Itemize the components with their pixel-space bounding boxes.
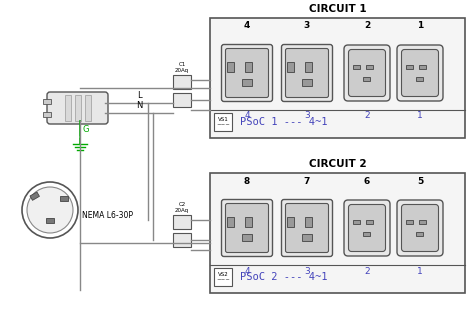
Text: PSoC 2 --- 4~1: PSoC 2 --- 4~1	[240, 272, 328, 282]
Text: 1: 1	[417, 266, 423, 276]
Text: 2: 2	[364, 112, 370, 121]
Bar	[246, 217, 253, 227]
Text: VS2
~~~: VS2 ~~~	[216, 272, 230, 283]
Text: 1: 1	[417, 21, 423, 31]
Text: CIRCUIT 1: CIRCUIT 1	[309, 4, 366, 14]
Bar	[30, 192, 39, 200]
Bar	[242, 233, 252, 240]
Bar	[75, 95, 81, 121]
Bar	[65, 95, 71, 121]
Text: PSoC 1 --- 4~1: PSoC 1 --- 4~1	[240, 117, 328, 127]
Text: 4: 4	[244, 266, 250, 276]
Text: N: N	[136, 101, 142, 110]
FancyBboxPatch shape	[397, 45, 443, 101]
FancyBboxPatch shape	[285, 49, 328, 98]
Bar	[210, 18, 465, 138]
Text: 3: 3	[304, 112, 310, 121]
Bar	[242, 78, 252, 85]
Text: L: L	[137, 91, 141, 100]
FancyBboxPatch shape	[221, 199, 273, 256]
Bar	[419, 65, 427, 69]
Bar	[214, 113, 232, 131]
FancyBboxPatch shape	[285, 203, 328, 253]
Text: 2: 2	[364, 266, 370, 276]
Bar	[228, 62, 235, 72]
Bar	[366, 220, 374, 224]
FancyBboxPatch shape	[47, 92, 108, 124]
Text: 8: 8	[244, 176, 250, 186]
Bar	[407, 65, 413, 69]
Bar	[173, 93, 191, 107]
Text: VS1
~~~: VS1 ~~~	[216, 117, 230, 127]
Text: 7: 7	[304, 176, 310, 186]
Bar	[60, 196, 68, 201]
Bar	[302, 78, 312, 85]
FancyBboxPatch shape	[348, 204, 385, 251]
FancyBboxPatch shape	[282, 44, 332, 101]
FancyBboxPatch shape	[226, 203, 268, 253]
Bar	[306, 62, 312, 72]
Bar	[419, 220, 427, 224]
Text: NEMA L6-30P: NEMA L6-30P	[82, 210, 133, 220]
Bar	[354, 65, 361, 69]
FancyBboxPatch shape	[397, 200, 443, 256]
FancyBboxPatch shape	[344, 200, 390, 256]
Bar	[46, 218, 54, 223]
Bar	[228, 217, 235, 227]
Text: 6: 6	[364, 176, 370, 186]
Bar	[354, 220, 361, 224]
Text: 2: 2	[364, 21, 370, 31]
Text: 3: 3	[304, 266, 310, 276]
Text: G: G	[83, 125, 90, 135]
Bar	[173, 75, 191, 89]
Text: 4: 4	[244, 112, 250, 121]
Bar	[288, 62, 294, 72]
Circle shape	[27, 187, 73, 233]
FancyBboxPatch shape	[401, 49, 438, 96]
Bar	[43, 99, 51, 104]
Bar	[417, 77, 423, 81]
FancyBboxPatch shape	[401, 204, 438, 251]
Text: C2
20Aq: C2 20Aq	[175, 202, 189, 213]
Bar	[173, 233, 191, 247]
Text: C1
20Aq: C1 20Aq	[175, 62, 189, 73]
Bar	[288, 217, 294, 227]
Text: CIRCUIT 2: CIRCUIT 2	[309, 159, 366, 169]
Bar	[364, 232, 371, 236]
FancyBboxPatch shape	[282, 199, 332, 256]
Bar	[407, 220, 413, 224]
Bar	[214, 268, 232, 286]
FancyBboxPatch shape	[344, 45, 390, 101]
Circle shape	[22, 182, 78, 238]
Text: 4: 4	[244, 21, 250, 31]
Bar	[210, 173, 465, 293]
Text: 5: 5	[417, 176, 423, 186]
Text: 1: 1	[417, 112, 423, 121]
FancyBboxPatch shape	[226, 49, 268, 98]
Bar	[417, 232, 423, 236]
FancyBboxPatch shape	[221, 44, 273, 101]
Bar	[364, 77, 371, 81]
Bar	[246, 62, 253, 72]
Text: 3: 3	[304, 21, 310, 31]
Bar	[85, 95, 91, 121]
Bar	[173, 215, 191, 229]
FancyBboxPatch shape	[348, 49, 385, 96]
Bar	[306, 217, 312, 227]
Bar	[43, 112, 51, 117]
Bar	[302, 233, 312, 240]
Bar	[366, 65, 374, 69]
